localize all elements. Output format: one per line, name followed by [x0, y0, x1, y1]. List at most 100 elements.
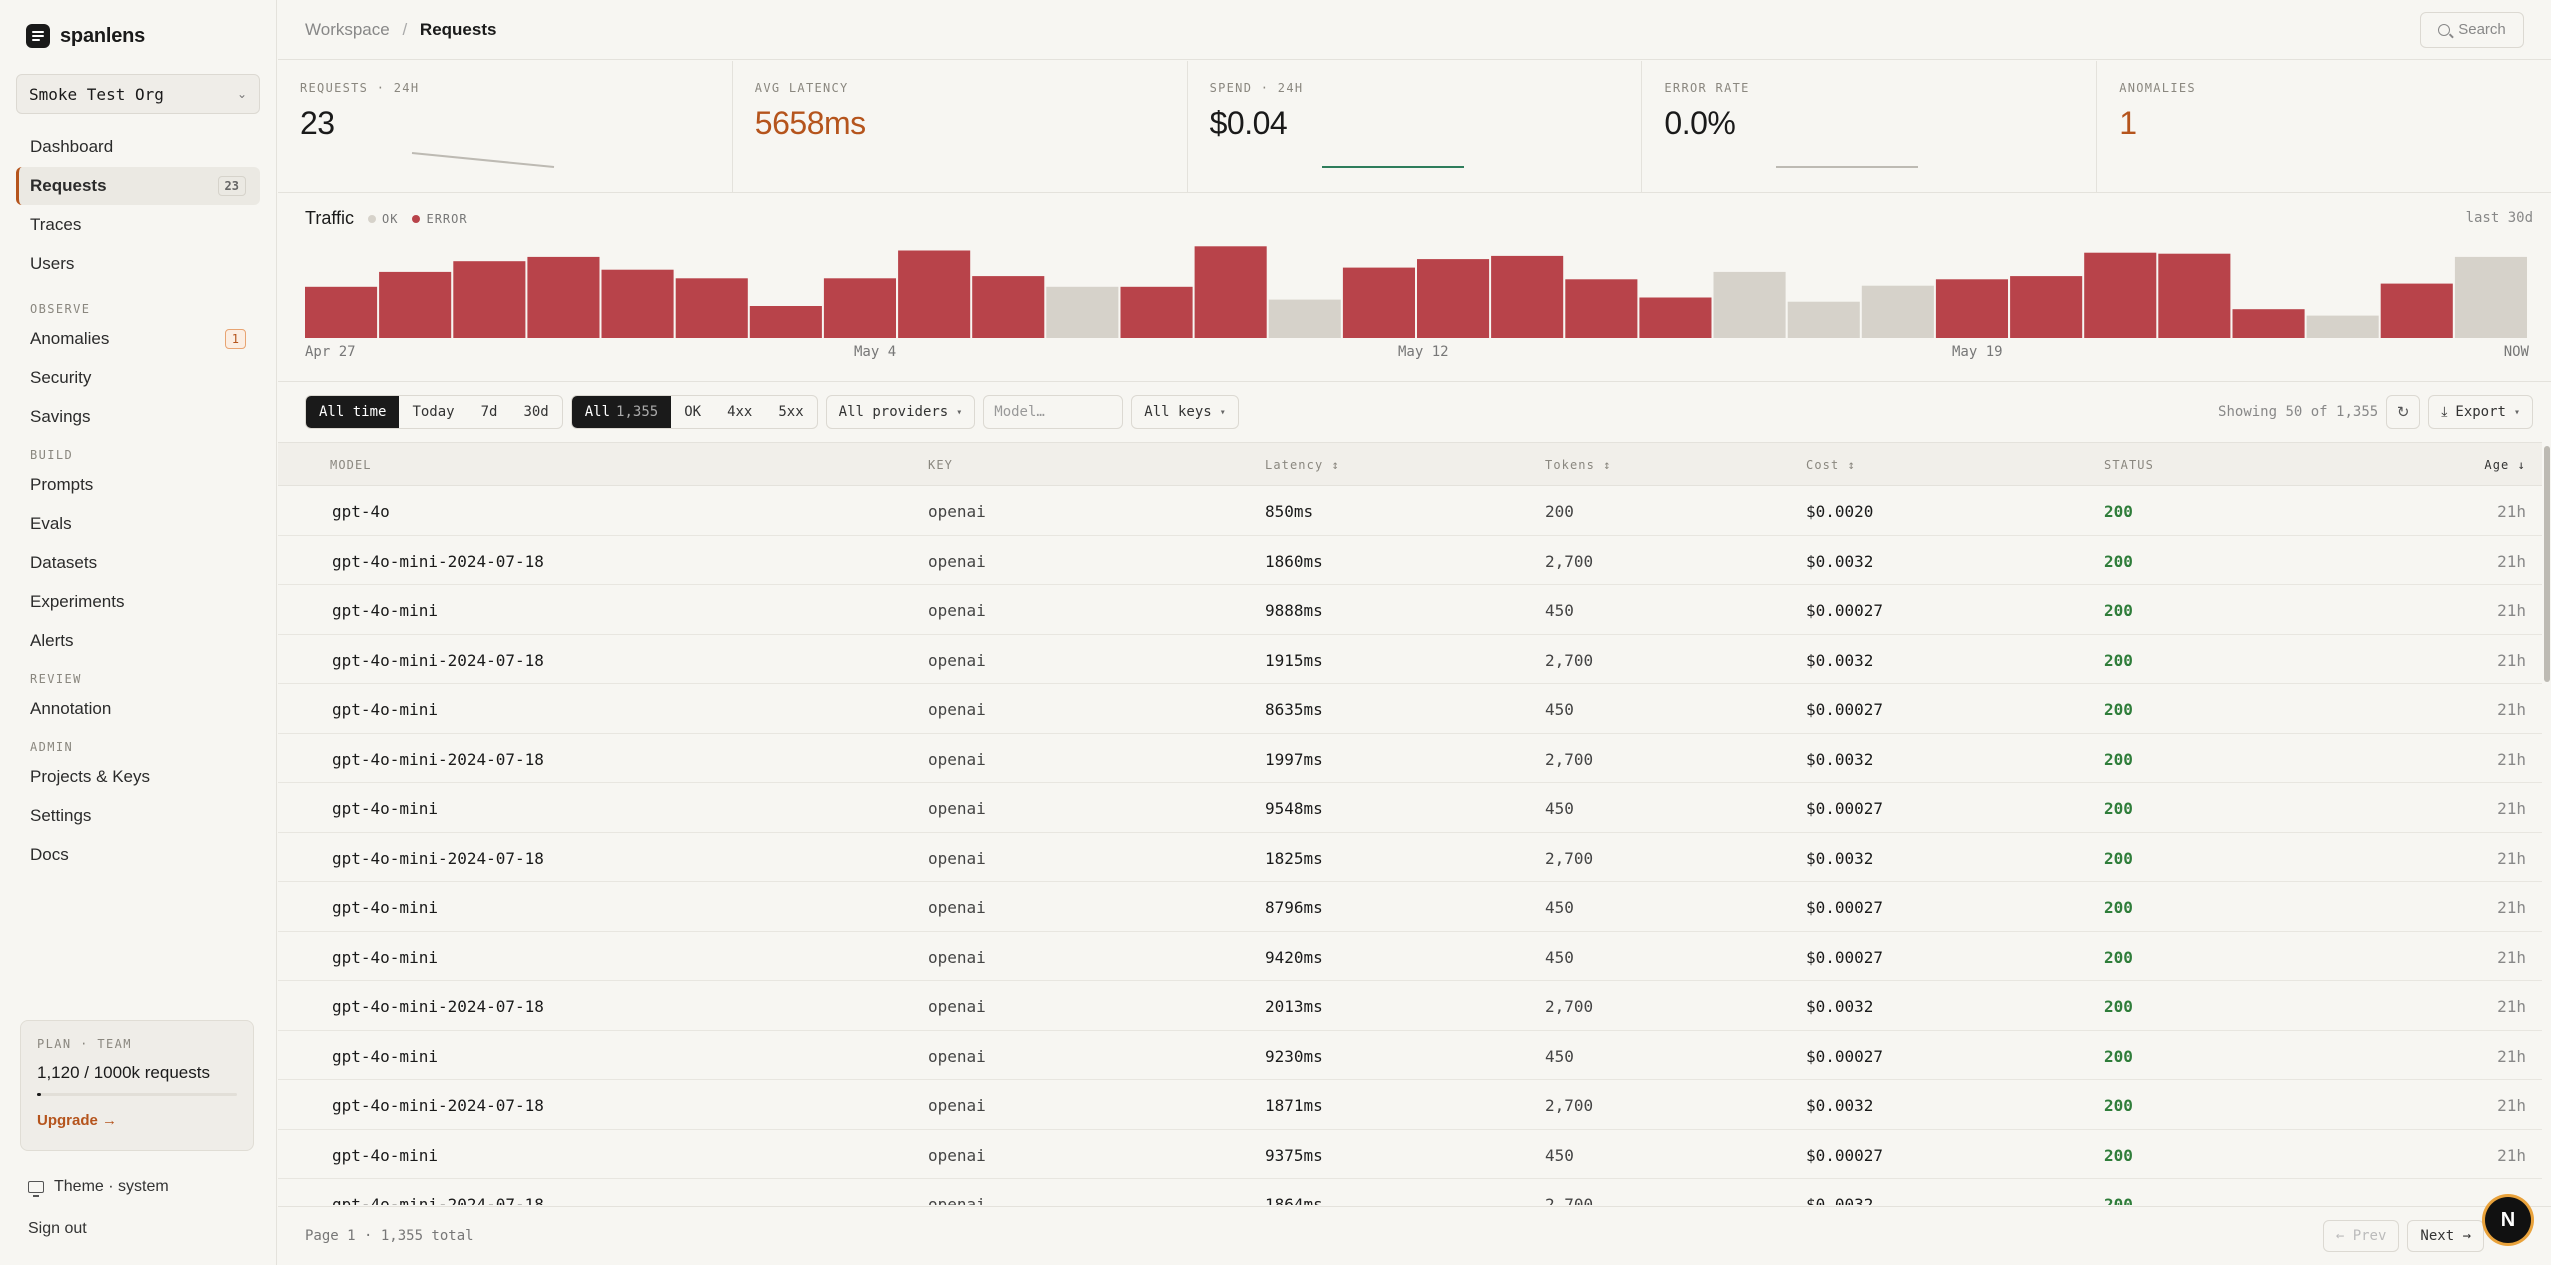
table-row[interactable]: gpt-4o-mini openai 9420ms 450 $0.00027 200 21h [278, 932, 2542, 981]
cell-latency: 9375ms [1265, 1145, 1323, 1165]
table-row[interactable]: gpt-4o-mini openai 8796ms 450 $0.00027 200 21h [278, 882, 2542, 932]
table-row[interactable]: gpt-4o-mini-2024-07-18 openai 1825ms 2,700 $… [278, 833, 2542, 882]
cell-tokens: 450 [1545, 1046, 1574, 1066]
prev-page-button[interactable]: ← Prev [2322, 1220, 2400, 1252]
traffic-bar[interactable] [305, 286, 378, 338]
traffic-bar[interactable] [1046, 286, 1119, 338]
traffic-bar[interactable] [1194, 246, 1267, 338]
traffic-bar[interactable] [823, 278, 896, 338]
providers-dropdown[interactable]: All providers ▾ [825, 395, 976, 429]
traffic-bar[interactable] [1120, 286, 1193, 338]
traffic-bar[interactable] [601, 269, 674, 338]
col-cost[interactable]: Cost ↕ [1806, 458, 1856, 472]
cell-model: gpt-4o-mini-2024-07-18 [332, 997, 544, 1016]
export-button[interactable]: ⤓ Export ▾ [2428, 395, 2533, 429]
upgrade-link[interactable]: Upgrade → [37, 1112, 118, 1129]
sidebar-item-requests[interactable]: Requests 23 [16, 167, 260, 205]
sidebar-item-users[interactable]: Users [16, 245, 260, 283]
avatar[interactable]: N [2485, 1197, 2531, 1243]
table-scrollbar[interactable] [2544, 446, 2550, 682]
sidebar-item-security[interactable]: Security [16, 359, 260, 397]
traffic-bar[interactable] [2380, 283, 2453, 338]
traffic-bar[interactable] [527, 256, 600, 338]
col-tokens[interactable]: Tokens ↕ [1545, 458, 1612, 472]
cell-cost: $0.00027 [1806, 898, 1884, 917]
table-row[interactable]: gpt-4o-mini-2024-07-18 openai 1871ms 2,700 $… [278, 1080, 2542, 1130]
traffic-bar[interactable] [2158, 253, 2231, 338]
table-row[interactable]: gpt-4o-mini-2024-07-18 openai 1915ms 2,700 $… [278, 635, 2542, 684]
model-search-input[interactable] [983, 395, 1124, 429]
sidebar-item-experiments[interactable]: Experiments [16, 583, 260, 621]
table-row[interactable]: gpt-4o-mini-2024-07-18 openai 1864ms 2,700 $… [278, 1179, 2542, 1205]
sidebar-item-prompts[interactable]: Prompts [16, 466, 260, 504]
time-filter-all-time[interactable]: All time [306, 396, 400, 428]
chevron-down-icon: ▾ [956, 406, 963, 418]
sidebar-item-anomalies[interactable]: Anomalies 1 [16, 320, 260, 358]
sidebar-item-annotation[interactable]: Annotation [16, 690, 260, 728]
sidebar-item-docs[interactable]: Docs [16, 836, 260, 874]
sidebar-item-savings[interactable]: Savings [16, 398, 260, 436]
traffic-bar[interactable] [2306, 315, 2379, 338]
breadcrumb-separator: / [402, 19, 408, 39]
refresh-button[interactable]: ↻ [2386, 395, 2421, 429]
theme-toggle[interactable]: Theme · system [28, 1178, 169, 1197]
sidebar-item-evals[interactable]: Evals [16, 505, 260, 543]
status-filter-4xx[interactable]: 4xx [714, 396, 765, 428]
traffic-bar[interactable] [1342, 267, 1415, 338]
traffic-bar[interactable] [2010, 276, 2083, 338]
sidebar-item-datasets[interactable]: Datasets [16, 544, 260, 582]
traffic-bar[interactable] [1417, 259, 1490, 338]
traffic-bar[interactable] [1861, 285, 1934, 338]
keys-dropdown[interactable]: All keys ▾ [1131, 395, 1239, 429]
table-row[interactable]: gpt-4o-mini-2024-07-18 openai 1860ms 2,700 $… [278, 536, 2542, 585]
traffic-bar[interactable] [972, 276, 1045, 338]
sidebar-item-settings[interactable]: Settings [16, 797, 260, 835]
traffic-bar[interactable] [1639, 297, 1712, 339]
traffic-bar[interactable] [1935, 279, 2008, 338]
traffic-bar[interactable] [1268, 299, 1341, 338]
traffic-bar[interactable] [1565, 279, 1638, 338]
table-row[interactable]: gpt-4o-mini openai 8635ms 450 $0.00027 200 21h [278, 684, 2542, 734]
sidebar-item-dashboard[interactable]: Dashboard [16, 128, 260, 166]
table-row[interactable]: gpt-4o-mini openai 9888ms 450 $0.00027 200 21h [278, 585, 2542, 635]
traffic-bar[interactable] [453, 261, 526, 338]
status-filter-ok[interactable]: OK [671, 396, 714, 428]
breadcrumb-workspace[interactable]: Workspace [305, 19, 390, 39]
cell-tokens: 450 [1545, 947, 1574, 967]
col-latency[interactable]: Latency ↕ [1265, 458, 1340, 472]
org-switcher[interactable]: Smoke Test Org ⌄ [16, 74, 260, 114]
traffic-bar[interactable] [1713, 271, 1786, 338]
brand[interactable]: spanlens [26, 24, 145, 48]
time-filter-7d[interactable]: 7d [480, 404, 498, 420]
traffic-bar[interactable] [2454, 256, 2527, 338]
time-filter-today[interactable]: Today [412, 404, 455, 420]
next-page-button[interactable]: Next → [2407, 1220, 2484, 1252]
sign-out-link[interactable]: Sign out [28, 1220, 87, 1237]
traffic-bar[interactable] [2084, 252, 2157, 338]
cell-age: 21h [2497, 551, 2526, 571]
sidebar-item-traces[interactable]: Traces [16, 206, 260, 244]
table-row[interactable]: gpt-4o openai 850ms 200 $0.0020 200 21h [278, 486, 2542, 536]
table-row[interactable]: gpt-4o-mini openai 9230ms 450 $0.00027 200 21h [278, 1031, 2542, 1080]
table-row[interactable]: gpt-4o-mini-2024-07-18 openai 2013ms 2,700 $… [278, 981, 2542, 1031]
cell-key: openai [928, 650, 986, 670]
sidebar-item-label: Experiments [30, 592, 125, 611]
table-row[interactable]: gpt-4o-mini-2024-07-18 openai 1997ms 2,700 $… [278, 734, 2542, 783]
status-filter-all[interactable]: All 1,355 [571, 396, 672, 428]
table-row[interactable]: gpt-4o-mini openai 9548ms 450 $0.00027 200 21h [278, 783, 2542, 833]
traffic-bar[interactable] [1491, 255, 1564, 338]
sidebar-item-alerts[interactable]: Alerts [16, 622, 260, 660]
col-age[interactable]: Age ↓ [2484, 458, 2526, 472]
cell-latency: 1860ms [1265, 551, 1323, 571]
search-button[interactable]: Search [2420, 11, 2524, 48]
table-row[interactable]: gpt-4o-mini openai 9375ms 450 $0.00027 200 21h [278, 1130, 2542, 1179]
traffic-bar[interactable] [749, 306, 822, 338]
traffic-bar[interactable] [675, 278, 748, 338]
time-filter-30d[interactable]: 30d [523, 404, 549, 420]
traffic-bar[interactable] [379, 271, 452, 338]
traffic-bar[interactable] [898, 250, 971, 339]
status-filter-5xx[interactable]: 5xx [765, 396, 816, 428]
sidebar-item-projects-keys[interactable]: Projects & Keys [16, 758, 260, 796]
traffic-bar[interactable] [2232, 309, 2305, 338]
traffic-bar[interactable] [1787, 301, 1860, 338]
